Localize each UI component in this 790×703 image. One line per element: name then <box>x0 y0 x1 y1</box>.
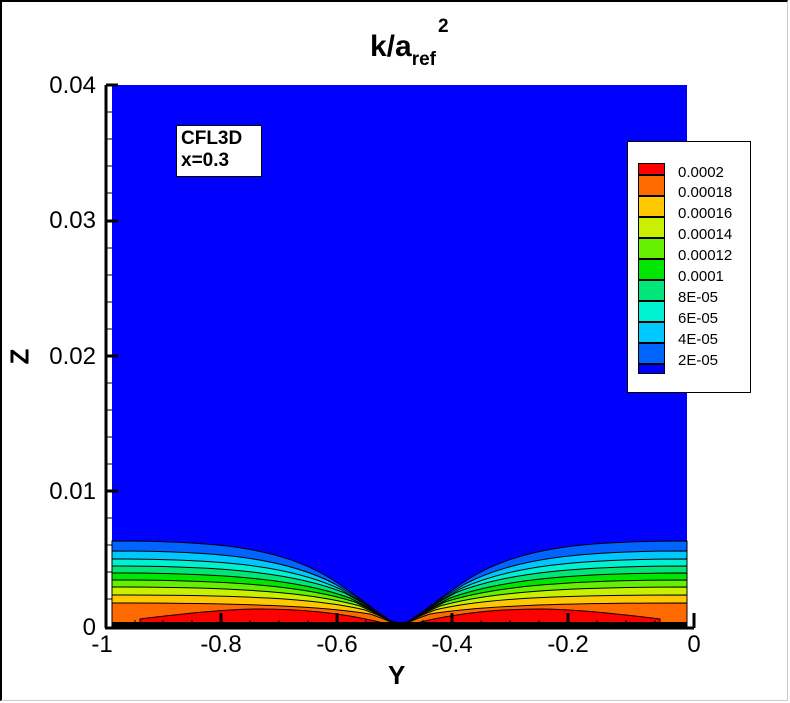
legend-item: 0.0002 <box>638 163 748 184</box>
legend-item: 0.00018 <box>638 175 748 201</box>
legend-item: 2E-05 <box>638 343 748 369</box>
legend-label: 2E-05 <box>678 352 719 369</box>
legend-item: 0.00012 <box>638 238 748 264</box>
legend-swatch <box>638 364 665 374</box>
legend-item: 6E-05 <box>638 301 748 327</box>
legend-swatch <box>638 280 665 301</box>
x-tick-label: -0.2 <box>547 631 589 658</box>
legend-label: 0.00016 <box>678 205 733 222</box>
legend-swatch <box>638 259 665 280</box>
x-tick-label: 0 <box>687 631 701 658</box>
legend-item: 0.0001 <box>638 259 748 285</box>
color-legend: 0.0002 0.00018 0.00016 0.00014 0.00012 0… <box>627 141 751 393</box>
legend-label: 6E-05 <box>678 310 719 327</box>
legend-swatch <box>638 217 665 238</box>
legend-swatch <box>638 238 665 259</box>
legend-label: 0.00018 <box>678 184 733 201</box>
legend-label: 8E-05 <box>678 289 719 306</box>
y-tick-label: 0 <box>82 614 96 641</box>
x-axis-label: Y <box>388 660 406 690</box>
legend-label: 0.00012 <box>678 247 733 264</box>
x-tick-label: -1 <box>91 631 113 658</box>
y-tick-label: 0.02 <box>49 343 96 370</box>
legend-item <box>638 364 748 385</box>
legend-swatch <box>638 343 665 364</box>
y-axis-label: Z <box>4 348 35 365</box>
legend-label: 0.0001 <box>678 268 724 285</box>
annotation-box: CFL3D x=0.3 <box>176 125 262 177</box>
legend-swatch <box>638 196 665 217</box>
annotation-station: x=0.3 <box>181 150 230 171</box>
legend-item: 4E-05 <box>638 322 748 348</box>
legend-label: 0.0002 <box>678 164 724 181</box>
legend-swatch <box>638 175 665 196</box>
x-tick-label: -0.6 <box>316 631 358 658</box>
legend-swatch <box>638 322 665 343</box>
x-tick-label: -0.8 <box>200 631 242 658</box>
y-tick-label: 0.04 <box>49 72 96 99</box>
chart-title: k/aref 2 <box>370 16 449 70</box>
legend-item: 0.00014 <box>638 217 748 243</box>
legend-swatch <box>638 163 665 175</box>
annotation-code: CFL3D <box>181 128 243 149</box>
legend-item: 8E-05 <box>638 280 748 306</box>
y-tick-label: 0.03 <box>49 207 96 234</box>
legend-label: 4E-05 <box>678 331 719 348</box>
y-tick-label: 0.01 <box>49 478 96 505</box>
legend-label: 0.00014 <box>678 226 733 243</box>
legend-swatch <box>638 301 665 322</box>
legend-item: 0.00016 <box>638 196 748 222</box>
x-tick-label: -0.4 <box>431 631 473 658</box>
